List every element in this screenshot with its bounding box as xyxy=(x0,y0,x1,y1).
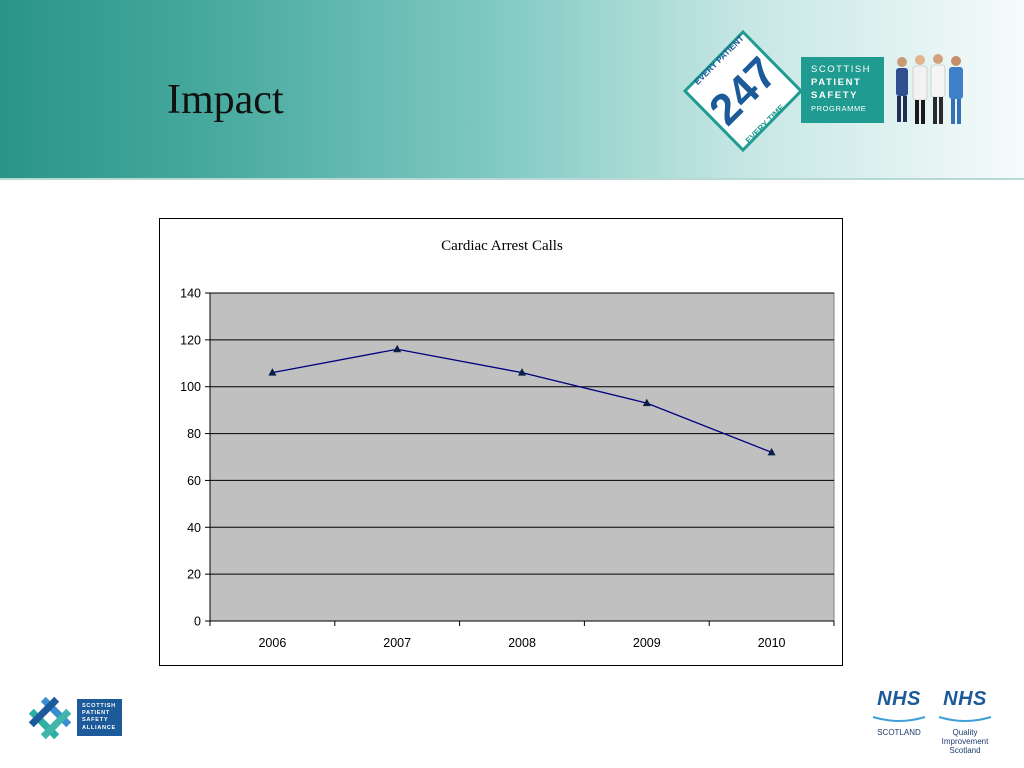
y-tick-label-20: 20 xyxy=(187,568,201,582)
spsa-wordmark: SCOTTISH PATIENT SAFETY ALLIANCE xyxy=(77,699,122,736)
x-tick-label-2009: 2009 xyxy=(633,636,661,650)
series-cardiac-arrest-calls xyxy=(268,344,776,456)
data-point-2007 xyxy=(393,344,402,353)
sps-line1: SCOTTISH xyxy=(811,64,872,75)
x-tick-label-2008: 2008 xyxy=(508,636,536,650)
data-point-2006 xyxy=(268,368,277,376)
nhs-qis-sub2: Improvement xyxy=(941,737,989,746)
spsa-line1: SCOTTISH xyxy=(82,703,116,709)
staff-figure-1 xyxy=(896,57,908,122)
x-tick-label-2006: 2006 xyxy=(258,636,286,650)
header-divider xyxy=(0,178,1024,180)
sps-wordmark: SCOTTISH PATIENT SAFETY PROGRAMME xyxy=(801,57,884,123)
y-tick-label-40: 40 xyxy=(187,521,201,535)
nhs-scotland-logo: NHS SCOTLAND xyxy=(868,688,930,737)
sps-line2: PATIENT xyxy=(811,77,862,88)
spsa-line4: ALLIANCE xyxy=(82,724,116,731)
nhs-qis-sub3: Scotland xyxy=(949,746,981,755)
scottish-patient-safety-programme-logo: 247 EVERY PATIENT EVERY TIME SCOTTISH PA… xyxy=(682,29,888,153)
staff-figure-3 xyxy=(930,54,946,124)
y-tick-label-140: 140 xyxy=(180,287,201,301)
gridlines xyxy=(210,292,834,575)
nhs-swoosh-icon xyxy=(872,716,926,722)
plot-area xyxy=(209,292,835,622)
x-tick-label-2007: 2007 xyxy=(383,636,411,650)
y-tick-label-120: 120 xyxy=(180,333,201,347)
data-point-2009 xyxy=(642,398,651,407)
nhs-qis-word: NHS xyxy=(943,688,987,710)
cardiac-arrest-calls-chart: Cardiac Arrest Calls 0 20 40 60 80 100 120 140 2… xyxy=(180,238,835,650)
sps-line3: SAFETY xyxy=(811,90,859,101)
staff-figure-4 xyxy=(949,56,963,124)
y-tick-label-0: 0 xyxy=(194,615,201,629)
spsa-line2: PATIENT xyxy=(82,710,110,717)
staff-group-photo xyxy=(896,54,963,124)
y-tick-label-100: 100 xyxy=(180,380,201,394)
chart-title: Cardiac Arrest Calls xyxy=(441,238,563,254)
chart-frame: Cardiac Arrest Calls 0 20 40 60 80 100 120 140 2… xyxy=(159,218,843,666)
spsa-line3: SAFETY xyxy=(82,717,109,724)
slide-title: Impact xyxy=(167,77,284,123)
axes: 0 20 40 60 80 100 120 140 2006 2007 2008 2009 2010 xyxy=(180,287,835,650)
nhs-scotland-sub: SCOTLAND xyxy=(877,728,921,737)
alliance-knot-icon xyxy=(28,696,72,740)
nhs-logos: NHS SCOTLAND NHS Quality Improvement Sco… xyxy=(868,688,998,755)
nhs-swoosh-icon xyxy=(938,716,992,722)
nhs-qis-sub1: Quality xyxy=(952,728,978,737)
sps-line4: PROGRAMME xyxy=(811,104,867,113)
staff-figure-2 xyxy=(912,55,928,124)
data-point-2008 xyxy=(518,368,526,376)
y-tick-label-80: 80 xyxy=(187,427,201,441)
scottish-patient-safety-alliance-logo: SCOTTISH PATIENT SAFETY ALLIANCE xyxy=(24,692,124,744)
nhs-quality-improvement-logo: NHS Quality Improvement Scotland xyxy=(934,688,996,755)
data-point-2010 xyxy=(767,447,776,456)
x-tick-label-2010: 2010 xyxy=(758,636,786,650)
every-patient-every-time-badge-icon: 247 EVERY PATIENT EVERY TIME xyxy=(682,29,804,153)
nhs-scotland-word: NHS xyxy=(877,688,921,710)
y-tick-label-60: 60 xyxy=(187,474,201,488)
